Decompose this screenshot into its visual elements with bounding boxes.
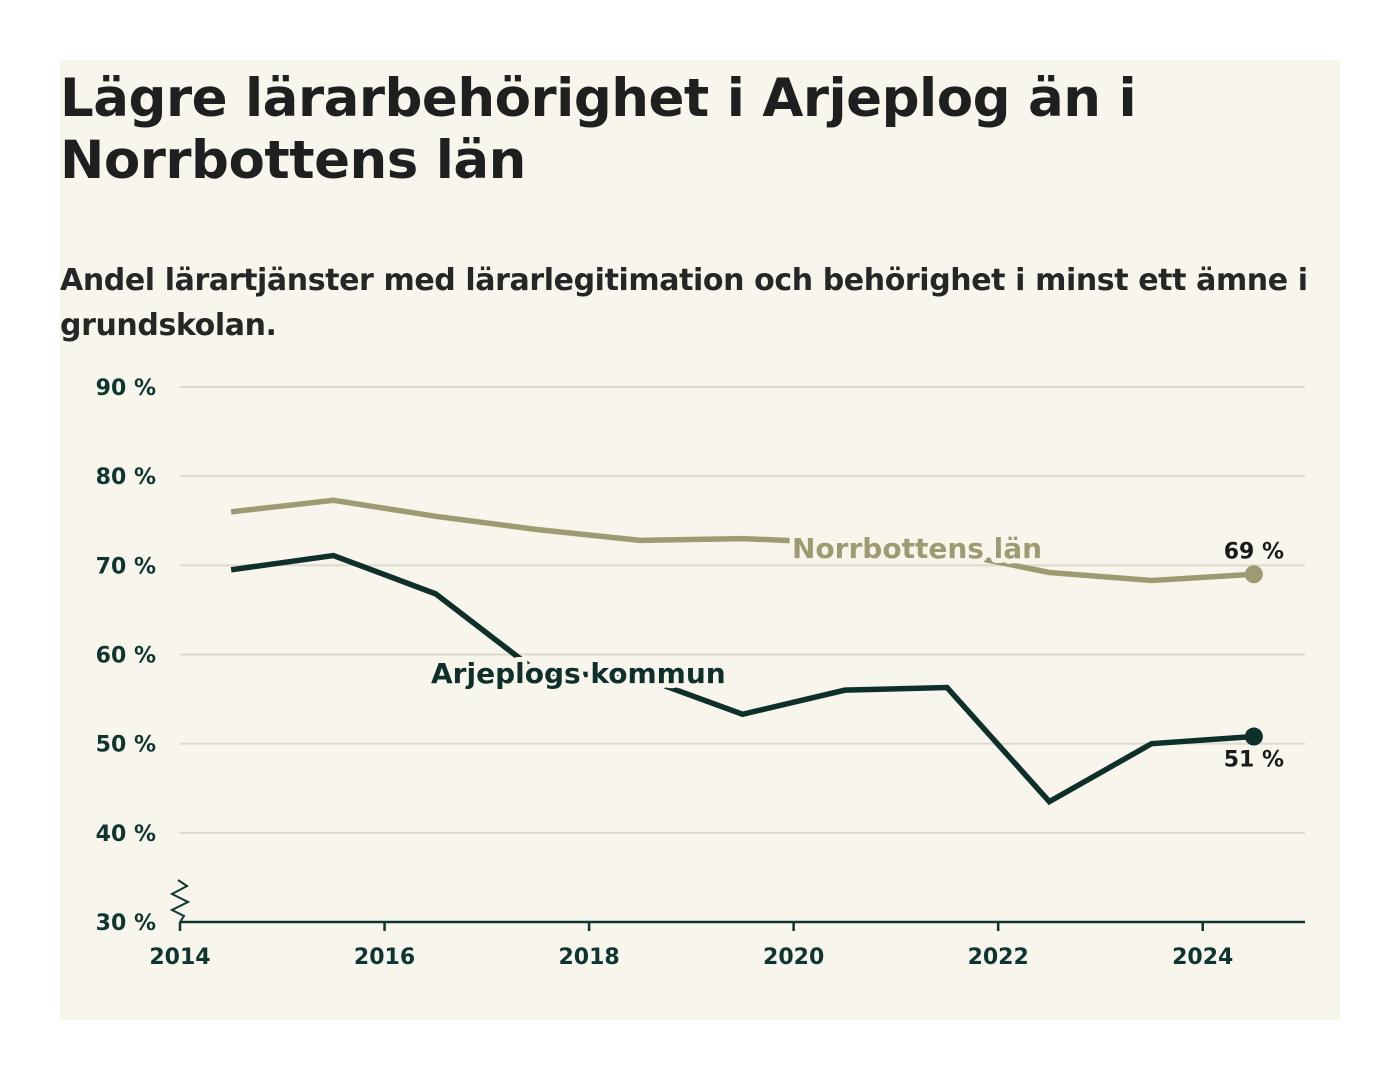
series-end-label: 69 % — [1224, 539, 1284, 564]
x-axis: 2014 2016 2018 2020 2022 2024 — [149, 879, 1305, 970]
axis-break-icon — [169, 879, 191, 923]
y-axis: 30 % 40 % 50 % 60 % 70 % 80 % 90 % — [96, 376, 156, 936]
y-tick-label: 40 % — [96, 822, 156, 847]
x-tick-label: 2022 — [968, 945, 1029, 970]
x-tick-label: 2016 — [354, 945, 415, 970]
series — [230, 497, 1263, 806]
series-end-marker — [1244, 565, 1263, 584]
y-tick-label: 70 % — [96, 554, 156, 579]
x-tick-label: 2024 — [1172, 945, 1233, 970]
chart-subtitle: Andel lärartjänster med lärarlegitimatio… — [60, 263, 1308, 343]
x-tick-label: 2014 — [149, 945, 210, 970]
chart-card: Lägre lärarbehörighet i Arjeplog än i No… — [60, 60, 1340, 1020]
series-name-label-halo: Norrbottens län — [792, 532, 1042, 565]
x-tick-label: 2018 — [558, 945, 619, 970]
y-tick-label: 30 % — [96, 911, 156, 936]
gridlines — [180, 386, 1305, 834]
series-name-label: Norrbottens län — [792, 532, 1042, 565]
x-tick-label: 2020 — [763, 945, 824, 970]
series-line — [230, 497, 1255, 584]
series-name-label-halo: Arjeplogs kommun — [431, 657, 726, 690]
series-end-marker — [1244, 727, 1263, 746]
series-name-label: Arjeplogs kommun — [431, 657, 726, 690]
chart-title: Lägre lärarbehörighet i Arjeplog än i No… — [60, 68, 1137, 191]
series-line — [230, 552, 1255, 806]
y-tick-label: 80 % — [96, 465, 156, 490]
series-end-label: 51 % — [1224, 748, 1284, 773]
y-tick-label: 50 % — [96, 733, 156, 758]
line-chart: 30 %40 %50 %60 %70 %80 %90 % 2014 2016 201… — [96, 376, 1305, 970]
y-tick-label: 60 % — [96, 644, 156, 669]
y-tick-label: 90 % — [96, 376, 156, 401]
